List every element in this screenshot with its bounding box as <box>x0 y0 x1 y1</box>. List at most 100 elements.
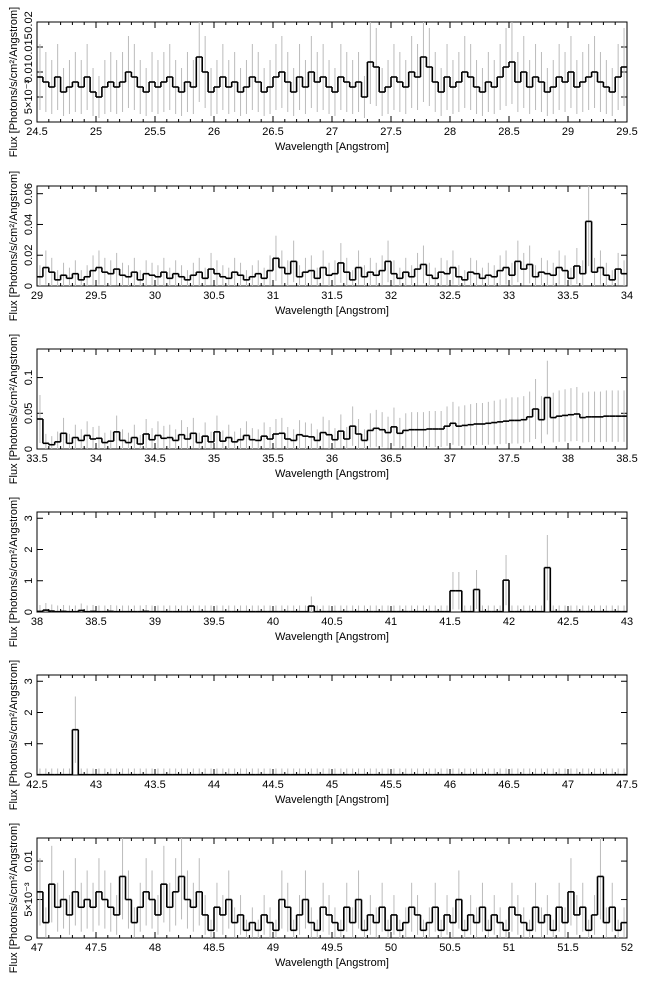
y-tick-label: 0.04 <box>23 214 35 235</box>
y-tick-label: 0.1 <box>23 370 35 385</box>
panel-1: 24.5 25 25.5 26 26.5 27 27.5 28 28.5 29 29.5 0 5×10⁻… <box>8 7 638 157</box>
x-tick-label: 39.5 <box>203 616 224 628</box>
x-tick-label: 29.5 <box>616 126 637 138</box>
x-tick-label: 46.5 <box>498 779 519 791</box>
x-tick-label: 38.5 <box>616 453 637 465</box>
y-axis-title: Flux [Photons/s/cm²/Angstrom] <box>8 7 20 157</box>
y-tick-label: 0 <box>23 446 35 452</box>
x-tick-label: 29 <box>562 126 574 138</box>
plot-frame <box>36 511 628 613</box>
y-tick-label: 2 <box>23 546 35 552</box>
x-tick-label: 33.5 <box>26 453 47 465</box>
x-tick-label: 47.5 <box>616 779 637 791</box>
x-tick-label: 51.5 <box>557 942 578 954</box>
x-tick-label: 27.5 <box>380 126 401 138</box>
panel-2: 29 29.5 30 30.5 31 31.5 32 32.5 33 33.5 34 0 0.02 0.0… <box>8 171 633 321</box>
series-1 <box>37 838 627 938</box>
x-axis-title: Wavelength [Angstrom] <box>275 141 389 153</box>
y-axis-title: Flux [Photons/s/cm²/Angstrom] <box>8 823 20 973</box>
x-tick-label: 28.5 <box>498 126 519 138</box>
x-tick-label: 47.5 <box>85 942 106 954</box>
x-tick-label: 43 <box>90 779 102 791</box>
x-axis-title: Wavelength [Angstrom] <box>275 305 389 317</box>
y-tick-label: 0.05 <box>23 403 35 424</box>
x-tick-label: 34.5 <box>144 453 165 465</box>
series-1 <box>37 360 627 449</box>
y-axis-title: Flux [Photons/s/cm²/Angstrom] <box>8 497 20 647</box>
x-tick-label: 49.5 <box>321 942 342 954</box>
x-tick-label: 36 <box>326 453 338 465</box>
plot-frame <box>36 674 628 776</box>
x-tick-label: 48 <box>149 942 161 954</box>
x-tick-label: 35.5 <box>262 453 283 465</box>
x-tick-label: 51 <box>503 942 515 954</box>
x-tick-label: 32 <box>385 290 397 302</box>
y-tick-label: 0 <box>23 609 35 615</box>
x-tick-label: 42.5 <box>26 779 47 791</box>
x-tick-label: 34 <box>621 290 633 302</box>
x-tick-label: 50 <box>385 942 397 954</box>
x-tick-label: 24.5 <box>26 126 47 138</box>
x-tick-label: 41.5 <box>439 616 460 628</box>
y-tick-label: 0.02 <box>23 11 35 32</box>
y-tick-label: 0.01 <box>23 850 35 871</box>
y-tick-label: 5×10⁻³ <box>23 882 35 917</box>
y-tick-label: 0.06 <box>23 183 35 204</box>
y-tick-label: 1 <box>23 741 35 747</box>
y-tick-label: 3 <box>23 515 35 521</box>
y-tick-label: 0 <box>23 119 35 125</box>
x-tick-label: 39 <box>149 616 161 628</box>
y-tick-label: 0.015 <box>23 33 35 61</box>
x-tick-label: 47 <box>31 942 43 954</box>
series-1 <box>37 696 627 776</box>
plot-frame <box>36 185 628 287</box>
x-tick-label: 45.5 <box>380 779 401 791</box>
x-minor-ticks <box>36 512 628 612</box>
x-tick-label: 32.5 <box>439 290 460 302</box>
x-tick-label: 37.5 <box>498 453 519 465</box>
x-tick-label: 42.5 <box>557 616 578 628</box>
y-tick-label: 0 <box>23 935 35 941</box>
x-tick-label: 29 <box>31 290 43 302</box>
x-tick-label: 35 <box>208 453 220 465</box>
x-tick-label: 31.5 <box>321 290 342 302</box>
series-1 <box>37 22 627 118</box>
x-tick-label: 42 <box>503 616 515 628</box>
x-tick-label: 36.5 <box>380 453 401 465</box>
x-minor-ticks <box>36 186 628 286</box>
x-tick-label: 46 <box>444 779 456 791</box>
x-tick-label: 29.5 <box>85 290 106 302</box>
panel-4: 38 38.5 39 39.5 40 40.5 41 41.5 42 42.5 43 0 1 2 3 Wave… <box>8 497 633 647</box>
x-minor-ticks <box>36 22 628 122</box>
y-tick-label: 0.01 <box>23 61 35 82</box>
x-tick-label: 33 <box>503 290 515 302</box>
x-tick-label: 28 <box>444 126 456 138</box>
x-tick-label: 31 <box>267 290 279 302</box>
x-tick-label: 40.5 <box>321 616 342 628</box>
x-tick-label: 38.5 <box>85 616 106 628</box>
x-tick-label: 43.5 <box>144 779 165 791</box>
x-tick-label: 47 <box>562 779 574 791</box>
x-axis-title: Wavelength [Angstrom] <box>275 631 389 643</box>
x-tick-label: 44.5 <box>262 779 283 791</box>
x-minor-ticks <box>36 675 628 775</box>
x-axis-title: Wavelength [Angstrom] <box>275 468 389 480</box>
x-tick-label: 27 <box>326 126 338 138</box>
x-tick-label: 34 <box>90 453 102 465</box>
x-tick-label: 38 <box>562 453 574 465</box>
x-tick-label: 44 <box>208 779 220 791</box>
y-tick-label: 0 <box>23 283 35 289</box>
panel-3: 33.5 34 34.5 35 35.5 36 36.5 37 37.5 38 38.5 0 0.05 0… <box>8 334 638 484</box>
x-tick-label: 43 <box>621 616 633 628</box>
x-tick-label: 38 <box>31 616 43 628</box>
panel-5: 42.5 43 43.5 44 44.5 45 45.5 46 46.5 47 47.5 0 1 2 3 Wa… <box>8 660 638 810</box>
y-tick-label: 2 <box>23 709 35 715</box>
x-minor-ticks <box>36 349 628 449</box>
x-minor-ticks <box>36 838 628 938</box>
y-tick-label: 1 <box>23 578 35 584</box>
x-tick-label: 25.5 <box>144 126 165 138</box>
y-tick-label: 5×10⁻³ <box>23 80 35 115</box>
series-1 <box>37 186 627 286</box>
x-tick-label: 26 <box>208 126 220 138</box>
x-tick-label: 30.5 <box>203 290 224 302</box>
